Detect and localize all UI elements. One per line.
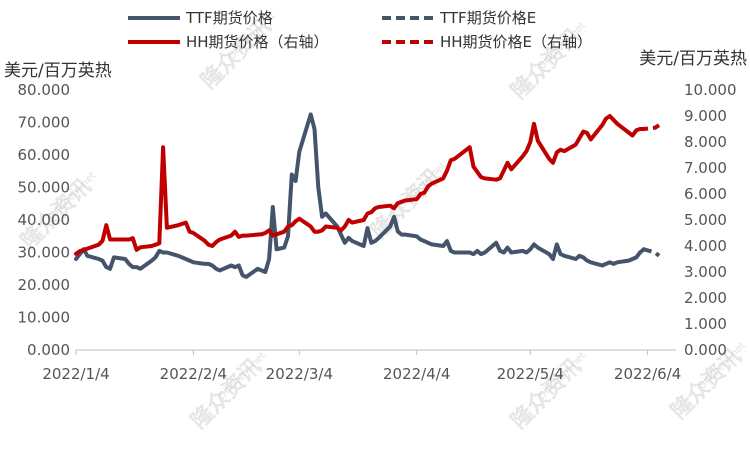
right-tick-label: 4.000 — [684, 237, 727, 255]
legend-label: HH期货价格E（右轴） — [440, 33, 592, 51]
right-y-axis: 0.000 1.000 2.000 3.000 4.000 5.000 6.000 7.000… — [684, 81, 737, 359]
right-tick-label: 9.000 — [684, 107, 727, 125]
left-tick-label: 20.000 — [18, 276, 71, 294]
x-tick-label: 2022/3/4 — [266, 365, 333, 383]
left-tick-label: 0.000 — [27, 341, 70, 359]
left-tick-label: 60.000 — [18, 146, 71, 164]
x-tick-label: 2022/1/4 — [42, 365, 109, 383]
right-tick-label: 3.000 — [684, 263, 727, 281]
right-tick-label: 7.000 — [684, 159, 727, 177]
left-tick-label: 50.000 — [18, 179, 71, 197]
right-tick-label: 5.000 — [684, 211, 727, 229]
right-tick-label: 2.000 — [684, 289, 727, 307]
hh-series-line-estimate — [640, 123, 661, 131]
x-tick-label: 2022/2/4 — [160, 365, 227, 383]
left-tick-label: 30.000 — [18, 244, 71, 262]
left-tick-label: 80.000 — [18, 81, 71, 99]
ttf-series-line — [74, 112, 646, 279]
x-axis: 2022/1/4 2022/2/4 2022/3/4 2022/4/4 2022/5/4… — [42, 349, 681, 383]
left-axis-unit: 美元/百万英热 — [4, 61, 112, 81]
x-tick-label: 2022/5/4 — [497, 365, 564, 383]
right-tick-label: 8.000 — [684, 133, 727, 151]
left-tick-label: 40.000 — [18, 211, 71, 229]
legend-label: HH期货价格（右轴） — [186, 33, 329, 51]
left-tick-label: 10.000 — [18, 309, 71, 327]
legend: TTF期货价格 TTF期货价格E HH期货价格（右轴） HH期货价格E（右轴） — [128, 9, 592, 51]
left-y-axis: 0.000 10.000 20.000 30.000 40.000 50.000 60.00… — [18, 81, 71, 359]
hh-series-line — [74, 114, 642, 256]
right-tick-label: 6.000 — [684, 185, 727, 203]
plot-area — [74, 112, 661, 279]
right-tick-label: 1.000 — [684, 315, 727, 333]
x-tick-label: 2022/4/4 — [383, 365, 450, 383]
legend-label: TTF期货价格E — [439, 9, 536, 27]
legend-label: TTF期货价格 — [185, 9, 273, 27]
right-axis-unit: 美元/百万英热 — [639, 49, 747, 69]
ttf-series-line-estimate — [643, 247, 661, 258]
right-tick-label: 0.000 — [684, 341, 727, 359]
right-tick-label: 10.000 — [684, 81, 737, 99]
left-tick-label: 70.000 — [18, 114, 71, 132]
x-tick-label: 2022/6/4 — [614, 365, 681, 383]
